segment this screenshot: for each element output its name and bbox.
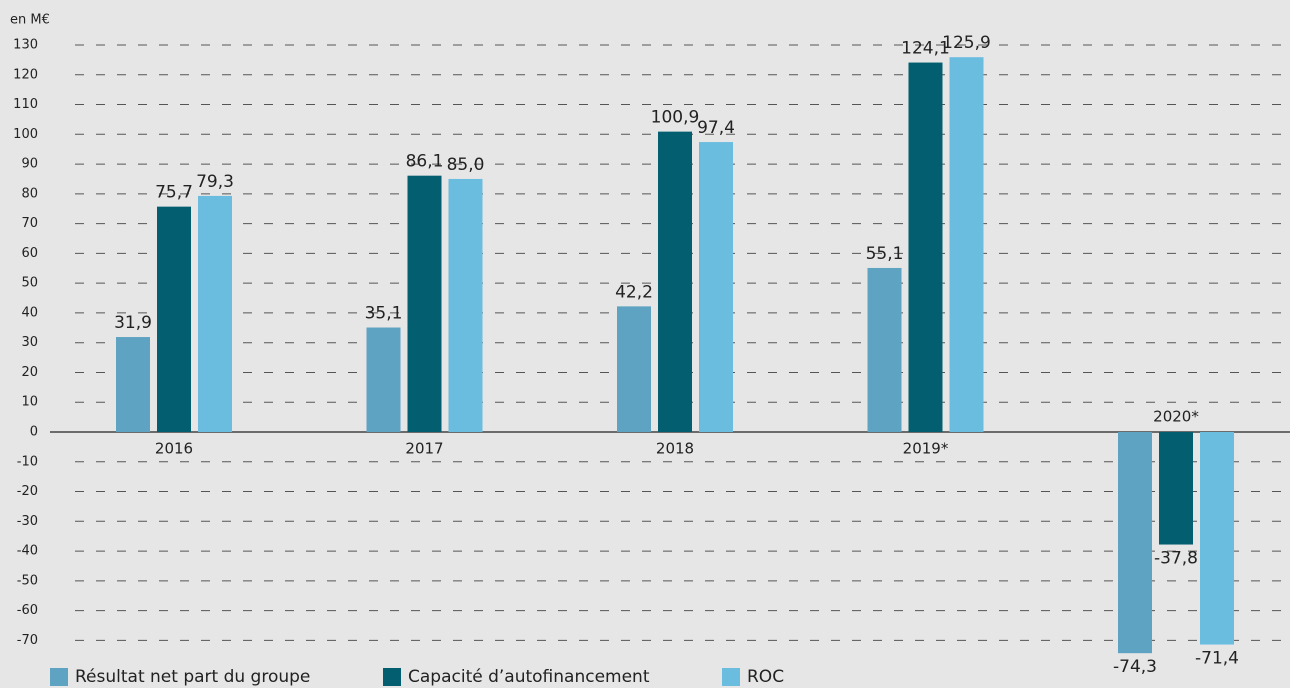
value-label: 97,4 — [697, 118, 735, 138]
y-tick-label: -20 — [17, 484, 38, 499]
bar — [699, 142, 733, 432]
value-label: 125,9 — [942, 33, 991, 53]
y-tick-label: 50 — [21, 276, 38, 291]
value-label: -71,4 — [1195, 649, 1239, 669]
value-label: -74,3 — [1113, 657, 1157, 677]
value-label: 42,2 — [615, 282, 653, 302]
bar — [157, 206, 191, 432]
bar — [116, 337, 150, 432]
y-tick-label: 130 — [13, 37, 38, 52]
x-tick-label: 2018 — [656, 440, 694, 458]
legend-label: Capacité d’autofinancement — [408, 667, 650, 687]
bar — [908, 62, 943, 433]
bar — [658, 131, 692, 432]
legend-label: ROC — [747, 667, 784, 687]
y-tick-label: -40 — [17, 544, 38, 559]
value-label: 79,3 — [196, 172, 234, 192]
y-tick-label: 70 — [21, 216, 38, 231]
y-tick-label: 90 — [21, 157, 38, 172]
y-axis-label: en M€ — [10, 13, 50, 28]
bar — [617, 306, 651, 432]
legend-swatch — [722, 668, 740, 686]
legend-label: Résultat net part du groupe — [75, 667, 310, 687]
y-tick-label: 120 — [13, 67, 38, 82]
bar — [448, 178, 483, 432]
x-tick-label: 2017 — [405, 440, 443, 458]
legend-swatch — [50, 668, 68, 686]
bar — [949, 57, 984, 432]
value-label: 100,9 — [651, 108, 700, 128]
y-tick-label: 40 — [21, 305, 38, 320]
value-label: 86,1 — [406, 152, 444, 172]
bar — [366, 327, 401, 432]
y-tick-label: 80 — [21, 186, 38, 201]
bar — [1118, 432, 1152, 654]
y-tick-label: 20 — [21, 365, 38, 380]
y-tick-label: -50 — [17, 573, 38, 588]
y-tick-label: 30 — [21, 335, 38, 350]
value-label: 31,9 — [114, 313, 152, 333]
value-label: 55,1 — [866, 244, 904, 264]
bar — [407, 175, 442, 432]
value-label: -37,8 — [1154, 549, 1198, 569]
value-label: 35,1 — [365, 304, 403, 324]
y-tick-label: -60 — [17, 603, 38, 618]
legend-swatch — [383, 668, 401, 686]
y-tick-label: 10 — [21, 395, 38, 410]
value-label: 75,7 — [155, 183, 193, 203]
bar — [198, 195, 232, 432]
bar — [1200, 432, 1234, 645]
x-tick-label: 2016 — [155, 440, 193, 458]
y-tick-label: -10 — [17, 454, 38, 469]
y-tick-label: 100 — [13, 127, 38, 142]
x-tick-label: 2019* — [903, 440, 949, 458]
x-tick-label: 2020* — [1153, 408, 1199, 426]
y-tick-label: 0 — [30, 425, 38, 440]
y-tick-label: 60 — [21, 246, 38, 261]
value-label: 85,0 — [447, 155, 485, 175]
bar — [1159, 432, 1193, 545]
y-tick-label: -70 — [17, 633, 38, 648]
y-tick-label: 110 — [13, 97, 38, 112]
y-tick-label: -30 — [17, 514, 38, 529]
value-label: 124,1 — [901, 39, 950, 59]
bar — [867, 267, 902, 432]
